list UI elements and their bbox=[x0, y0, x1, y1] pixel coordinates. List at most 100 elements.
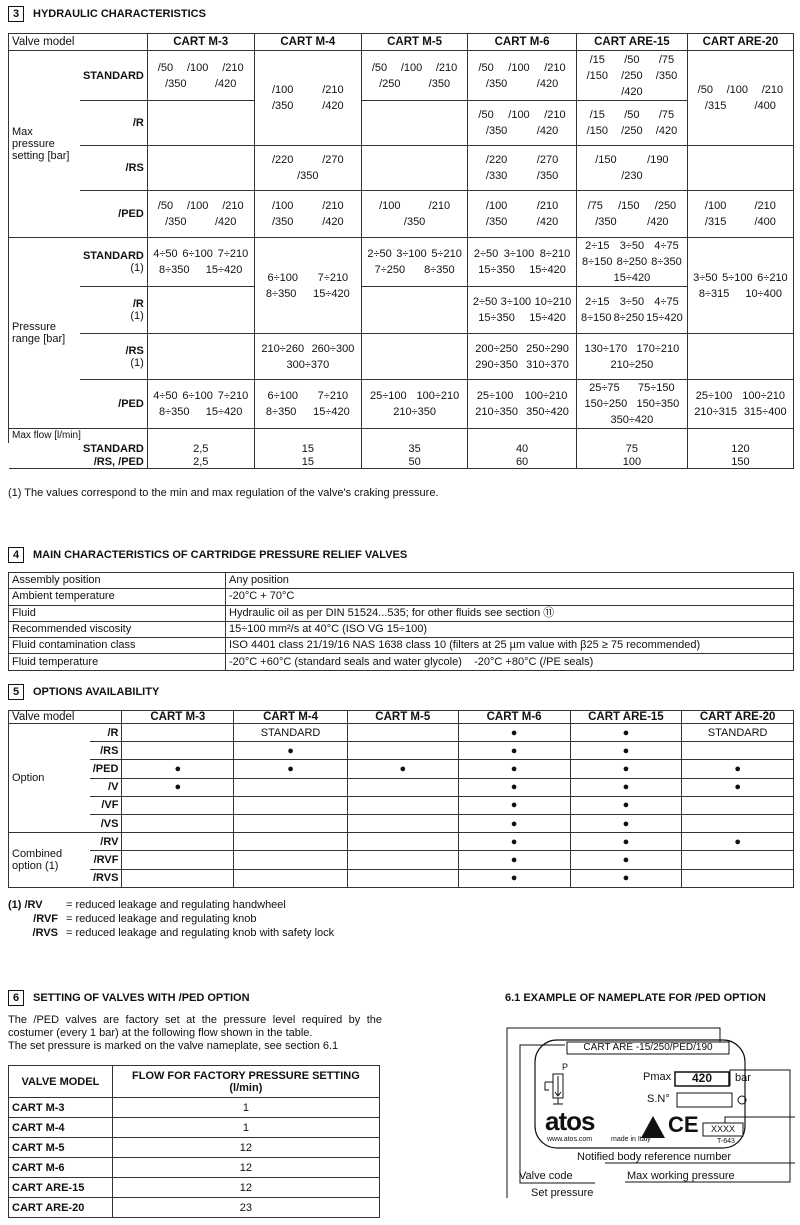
row-label: /PED bbox=[79, 190, 148, 238]
column-header: CART M-5 bbox=[346, 710, 459, 724]
table-row: Ambient temperature -20°C + 70°C bbox=[8, 588, 794, 606]
pressure-value: /100 bbox=[508, 61, 530, 74]
value-line: 15÷350 15÷420 bbox=[471, 262, 573, 278]
value-cell: 4÷50 6÷100 7÷210 8÷350 15÷420 bbox=[146, 237, 255, 287]
value-line: 8÷350 15÷420 bbox=[258, 286, 358, 302]
table-row: /VS ● ● bbox=[9, 813, 794, 834]
value-cell: 2÷50 3÷100 5÷210 7÷250 8÷350 bbox=[361, 237, 469, 287]
row-note: (1) bbox=[130, 310, 144, 322]
value-lines: /50/100/210/350/420 bbox=[151, 60, 251, 92]
value-line: /350/420 bbox=[471, 76, 573, 92]
pressure-value: 315÷400 bbox=[743, 406, 787, 418]
value-lines: /15/50/75/150/250/350/420 bbox=[580, 52, 684, 100]
pressure-value: 3÷100 bbox=[503, 248, 535, 260]
value-cell bbox=[686, 145, 795, 191]
pressure-value: 8÷210 bbox=[539, 248, 571, 260]
value-line: /350 bbox=[365, 214, 464, 230]
value-line: 25÷100 100÷210 bbox=[365, 388, 464, 404]
availability-dot: ● bbox=[457, 832, 571, 852]
valve-model-header: Valve model bbox=[8, 33, 148, 51]
value-cell: 130÷170 170÷210 210÷250 bbox=[575, 333, 688, 380]
pressure-value: 15÷420 bbox=[529, 264, 566, 276]
value-lines: /50/100/210/350/420 bbox=[471, 60, 573, 92]
valve-model: CART M-5 bbox=[8, 1137, 113, 1158]
flow-value: 100 bbox=[575, 455, 688, 469]
option-code: /RVS bbox=[89, 868, 123, 888]
header-row: Valve model CART M-3 CART M-4 CART M-5 CART … bbox=[8, 33, 795, 51]
value-cell bbox=[361, 286, 469, 334]
availability-dot: ● bbox=[569, 868, 683, 888]
flow-value: 150 bbox=[686, 455, 795, 469]
pressure-value: 8÷350 bbox=[424, 264, 455, 276]
section-number: 3 bbox=[8, 6, 24, 22]
value-line: /350/420 bbox=[151, 76, 251, 92]
table-row: /RVF ● ● bbox=[9, 850, 794, 870]
pressure-value: /100 bbox=[508, 109, 530, 121]
pressure-value: /420 bbox=[536, 125, 559, 137]
availability-cell bbox=[346, 813, 459, 834]
table-row: /R (1) 2÷50 3÷100 10÷210 15÷350 15÷420 2÷15 3÷50… bbox=[9, 286, 794, 334]
column-header: CART M-4 bbox=[253, 33, 363, 51]
pressure-value: 8÷150 bbox=[582, 256, 613, 268]
value-cell: /50/100/210/350/420 bbox=[146, 190, 255, 238]
table-row: /RS, /PED 2,5 15 50 60 100 150 bbox=[8, 455, 795, 469]
value-line: 8÷315 10÷400 bbox=[691, 286, 790, 302]
table-row: Max pressure setting [bar] STANDARD/50/10… bbox=[7, 50, 795, 238]
pressure-value: /50 bbox=[624, 109, 640, 121]
pressure-value: /420 bbox=[322, 216, 344, 228]
value-line: /50/100/210 bbox=[471, 107, 573, 123]
value-line: 25÷100 100÷210 bbox=[471, 388, 573, 404]
valve-model: CART M-3 bbox=[8, 1097, 113, 1118]
column-header: CART ARE-15 bbox=[569, 710, 683, 724]
value-line: 6÷100 7÷210 bbox=[258, 270, 358, 286]
atos-logo: atos bbox=[545, 1106, 595, 1136]
row-label: /R (1) bbox=[79, 286, 148, 334]
options-availability-table: Valve model CART M-3 CART M-4 CART M-5 CART … bbox=[7, 710, 794, 888]
section-number: 6 bbox=[8, 990, 24, 1006]
column-header: CART M-3 bbox=[146, 33, 255, 51]
pressure-value: 15÷420 bbox=[313, 406, 350, 418]
property-value: 15÷100 mm²/s at 40°C (ISO VG 15÷100) bbox=[225, 620, 794, 639]
availability-cell bbox=[233, 850, 348, 870]
value-cell bbox=[361, 333, 469, 380]
value-cell: /50/100/210/350/420 bbox=[146, 50, 255, 101]
pressure-value: 7÷210 bbox=[317, 390, 349, 402]
pressure-value: /100 bbox=[186, 200, 209, 212]
pressure-value: /150 bbox=[595, 154, 617, 166]
value-line: /100/210 bbox=[471, 198, 573, 214]
property-value: Hydraulic oil as per DIN 51524...535; fo… bbox=[225, 604, 794, 622]
value-cell: /50/100/210/315/400 bbox=[686, 50, 795, 146]
pressure-value: /50 bbox=[478, 61, 494, 74]
availability-dot: ● bbox=[681, 759, 794, 779]
value-line: /350 bbox=[258, 168, 358, 184]
table-row: STANDARD 2,5 15 35 40 75 120 bbox=[8, 442, 795, 456]
valve-model: CART ARE-15 bbox=[8, 1177, 113, 1198]
value-line: 200÷250 250÷290 bbox=[471, 341, 573, 357]
pressure-value: /350 bbox=[485, 125, 508, 137]
value-line: /15/50/75 bbox=[580, 52, 684, 68]
flow-value: 35 bbox=[361, 442, 469, 456]
property-label: Fluid contamination class bbox=[8, 637, 226, 655]
pressure-value: /315 bbox=[704, 100, 727, 112]
pressure-value: 210÷350 bbox=[393, 406, 436, 418]
table-row: CART ARE-15 12 bbox=[8, 1177, 381, 1198]
pressure-value: /420 bbox=[536, 77, 559, 90]
value-lines: /50/100/210/250/350 bbox=[365, 60, 464, 92]
table-row: Recommended viscosity 15÷100 mm²/s at 40°… bbox=[8, 620, 794, 639]
footnote-line: /RVS = reduced leakage and regulating kno… bbox=[8, 926, 335, 940]
pressure-value: 4÷75 bbox=[654, 296, 679, 308]
row-note: (1) bbox=[130, 262, 144, 274]
property-value: Any position bbox=[225, 571, 794, 590]
nameplate-ref: T-643 bbox=[717, 1138, 735, 1145]
pressure-value: 150÷250 bbox=[584, 398, 628, 410]
availability-cell bbox=[346, 868, 459, 888]
nameplate-title: 6.1 EXAMPLE OF NAMEPLATE FOR /PED OPTION bbox=[505, 992, 766, 1004]
option-code: /RVF bbox=[89, 850, 123, 870]
pressure-value: 7÷210 bbox=[217, 248, 249, 260]
table-row: /PED/50/100/210/350/420/100/210/350/420 /… bbox=[9, 190, 795, 238]
section-6-heading: 6 SETTING OF VALVES WITH /PED OPTION bbox=[8, 990, 250, 1006]
availability-cell: STANDARD bbox=[681, 722, 794, 743]
availability-cell bbox=[346, 832, 459, 852]
setting-paragraph: The /PED valves are factory set at the p… bbox=[8, 1014, 382, 1053]
value-line: /50/100/210 bbox=[691, 82, 790, 98]
